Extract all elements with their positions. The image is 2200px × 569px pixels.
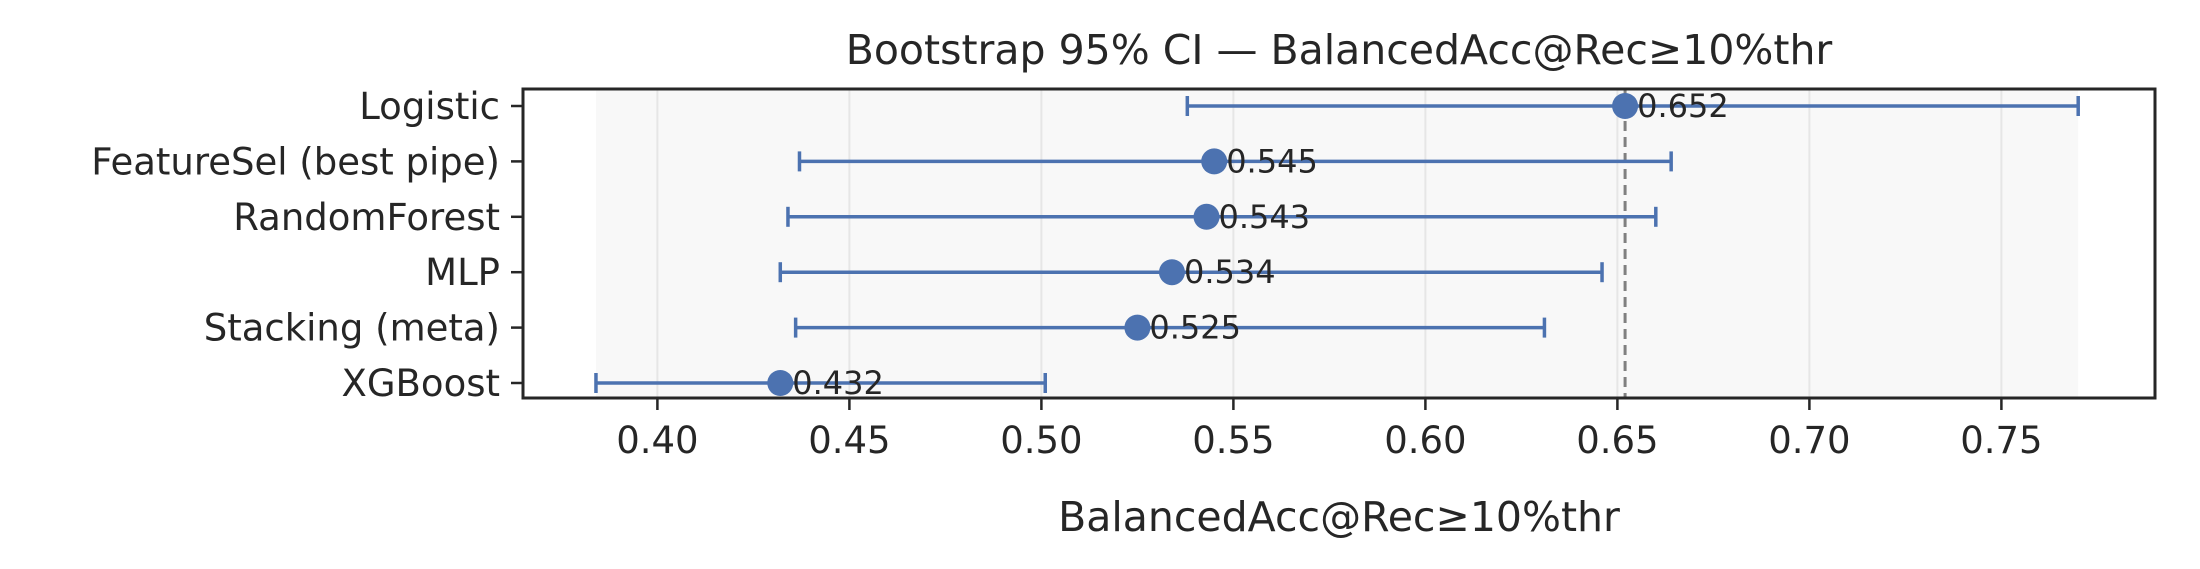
ci-range-band <box>595 89 2079 398</box>
estimate-point <box>1124 314 1151 341</box>
estimate-label: 0.652 <box>1637 87 1729 125</box>
ci-errorbar <box>786 206 1658 227</box>
estimate-point <box>1193 203 1220 230</box>
ci-errorbar <box>778 262 1604 283</box>
x-tick-label: 0.50 <box>1000 419 1082 462</box>
ci-errorbar <box>793 317 1547 338</box>
x-tick-label: 0.55 <box>1192 419 1274 462</box>
x-tick-label: 0.40 <box>616 419 698 462</box>
ci-errorbar <box>594 373 1047 393</box>
estimate-point <box>767 370 794 396</box>
y-tick-label: MLP <box>425 251 500 294</box>
x-axis-title: BalancedAcc@Rec≥10%thr <box>1058 493 1620 541</box>
estimate-label: 0.525 <box>1149 309 1241 347</box>
estimate-label: 0.534 <box>1184 253 1276 291</box>
y-tick-label: XGBoost <box>342 362 500 405</box>
plot-area: 0.40 0.45 0.50 0.55 0.60 0.65 0.70 0.75 Logistic… <box>91 85 2157 462</box>
y-tick-label: Logistic <box>359 85 500 128</box>
x-tick-label: 0.65 <box>1576 419 1658 462</box>
x-tick-label: 0.75 <box>1960 419 2042 462</box>
estimate-label: 0.545 <box>1226 142 1318 180</box>
estimate-label: 0.543 <box>1219 198 1311 236</box>
estimate-point <box>1201 148 1228 175</box>
x-tick-label: 0.45 <box>808 419 890 462</box>
estimate-point <box>1158 259 1185 286</box>
x-tick-label: 0.60 <box>1384 419 1466 462</box>
chart-title: Bootstrap 95% CI — BalancedAcc@Rec≥10%th… <box>846 26 1833 74</box>
plot-frame <box>521 87 2157 400</box>
x-tick-label: 0.70 <box>1768 419 1850 462</box>
ci-errorbar <box>797 151 1673 172</box>
y-tick-label: Stacking (meta) <box>204 307 500 350</box>
y-tick-label: RandomForest <box>233 196 500 239</box>
y-tick-label: FeatureSel (best pipe) <box>91 140 500 183</box>
estimate-label: 0.432 <box>792 364 884 402</box>
estimate-point <box>1612 93 1639 119</box>
